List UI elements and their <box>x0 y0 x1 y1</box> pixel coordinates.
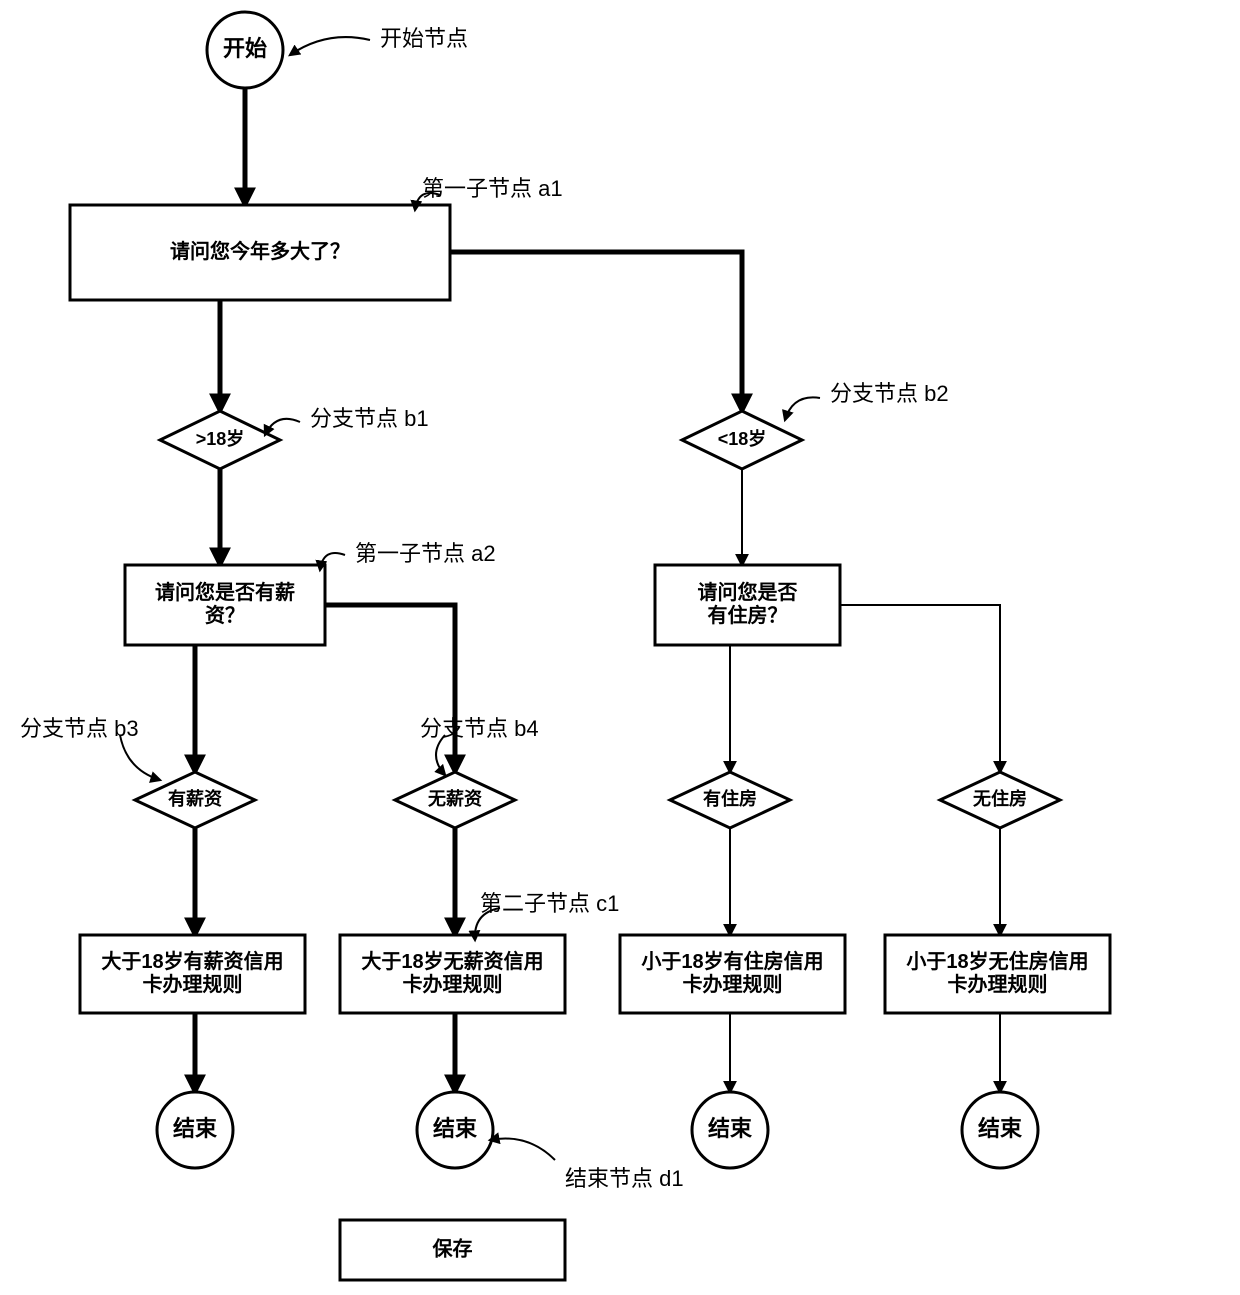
annotation-label: 分支节点 b4 <box>420 716 539 741</box>
annotation-label: 分支节点 b3 <box>20 716 139 741</box>
node-label: 结束 <box>433 1116 478 1141</box>
node-label: 请问您今年多大了？ <box>170 239 350 263</box>
node-a2: 请问您是否有薪资？ <box>125 565 325 645</box>
node-label: 开始 <box>223 36 267 61</box>
node-b1: >18岁 <box>160 411 280 469</box>
annotation-label: 开始节点 <box>380 26 468 51</box>
node-a1: 请问您今年多大了？ <box>70 205 450 300</box>
annotation-arrow <box>785 397 820 420</box>
node-c2: 大于18岁无薪资信用卡办理规则 <box>340 935 565 1013</box>
node-label: 结束 <box>978 1116 1023 1141</box>
node-a3: 请问您是否有住房？ <box>655 565 840 645</box>
node-b4: 无薪资 <box>395 772 515 828</box>
edge <box>840 605 1000 772</box>
node-d1: 结束 <box>157 1092 233 1168</box>
node-label: 无薪资 <box>428 788 482 809</box>
node-c1: 大于18岁有薪资信用卡办理规则 <box>80 935 305 1013</box>
annotation-arrow <box>490 1138 555 1160</box>
node-d2: 结束 <box>417 1092 493 1168</box>
annotation-label: 第一子节点 a2 <box>355 541 496 566</box>
node-label: <18岁 <box>718 428 767 449</box>
annotation-label: 结束节点 d1 <box>565 1166 684 1191</box>
node-b6: 无住房 <box>940 772 1060 828</box>
annotation-arrow <box>290 37 370 55</box>
node-label: 有薪资 <box>168 788 222 809</box>
flowchart-diagram: 开始请问您今年多大了？ >18岁 <18岁请问您是否有薪资？ 请问您是否有住房？ 有薪资… <box>0 0 1240 1295</box>
node-c4: 小于18岁无住房信用卡办理规则 <box>885 935 1110 1013</box>
node-label: 保存 <box>432 1236 473 1260</box>
annotation-arrow <box>436 735 445 775</box>
annotation-arrow <box>265 419 300 435</box>
annotation-label: 第二子节点 c1 <box>480 891 619 916</box>
node-label: 请问您是否有住房？ <box>698 580 798 627</box>
node-d3: 结束 <box>692 1092 768 1168</box>
node-b5: 有住房 <box>670 772 790 828</box>
annotation-arrow <box>120 735 160 780</box>
edge <box>450 252 742 411</box>
annotation-label: 分支节点 b2 <box>830 381 949 406</box>
node-label: 有住房 <box>703 788 757 809</box>
node-b3: 有薪资 <box>135 772 255 828</box>
node-c3: 小于18岁有住房信用卡办理规则 <box>620 935 845 1013</box>
node-save: 保存 <box>340 1220 565 1280</box>
edge <box>325 605 455 772</box>
node-label: 无住房 <box>973 788 1027 809</box>
annotation-label: 第一子节点 a1 <box>422 176 563 201</box>
node-label: >18岁 <box>196 428 245 449</box>
annotation-label: 分支节点 b1 <box>310 406 429 431</box>
node-b2: <18岁 <box>682 411 802 469</box>
node-label: 结束 <box>173 1116 218 1141</box>
node-label: 结束 <box>708 1116 753 1141</box>
node-d4: 结束 <box>962 1092 1038 1168</box>
node-start: 开始 <box>207 12 283 88</box>
